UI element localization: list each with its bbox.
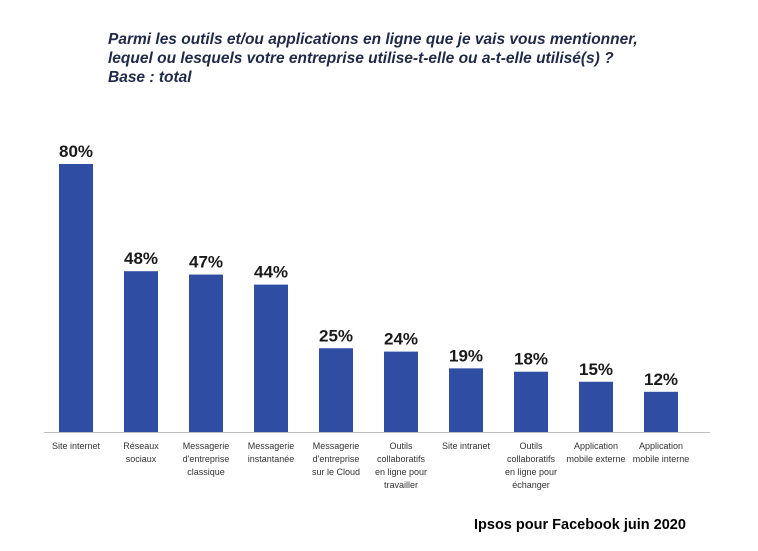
category-label: Réseaux sociaux xyxy=(123,441,159,464)
data-label: 44% xyxy=(254,263,288,282)
data-label: 25% xyxy=(319,326,353,345)
chart-title-line-2: lequel ou lesquels votre entreprise util… xyxy=(108,50,614,67)
chart-title-line-1: Parmi les outils et/ou applications en l… xyxy=(108,31,638,48)
category-label: Site internet xyxy=(52,441,101,451)
source-note: Ipsos pour Facebook juin 2020 xyxy=(474,517,686,533)
data-label: 15% xyxy=(579,360,613,379)
category-label: Application mobile interne xyxy=(633,441,690,464)
data-label: 18% xyxy=(514,350,548,369)
bar xyxy=(59,164,93,432)
bar xyxy=(514,371,548,432)
bar xyxy=(384,351,418,432)
category-label: Messagerie d'entreprise sur le Cloud xyxy=(312,441,360,477)
data-label: 48% xyxy=(124,249,158,268)
chart-title: Parmi les outils et/ou applications en l… xyxy=(108,30,708,87)
data-label: 12% xyxy=(644,370,678,389)
chart-title-line-3: Base : total xyxy=(108,69,192,86)
data-label: 24% xyxy=(384,330,418,349)
category-label: Messagerie instantanée xyxy=(248,441,295,464)
bar xyxy=(189,274,223,432)
bar xyxy=(644,391,678,432)
data-label: 80% xyxy=(59,142,93,161)
category-label: Outils collaboratifs en ligne pour échanger xyxy=(505,441,557,490)
bar xyxy=(319,348,353,432)
bar xyxy=(124,271,158,432)
data-label: 47% xyxy=(189,253,223,272)
data-label: 19% xyxy=(449,346,483,365)
category-label: Application mobile externe xyxy=(566,441,625,464)
bar xyxy=(254,284,288,432)
bar xyxy=(579,381,613,432)
bar xyxy=(449,368,483,432)
category-label: Outils collaboratifs en ligne pour travaill… xyxy=(375,441,427,490)
category-label: Messagerie d'entreprise classique xyxy=(183,441,230,477)
category-label: Site intranet xyxy=(442,441,491,451)
